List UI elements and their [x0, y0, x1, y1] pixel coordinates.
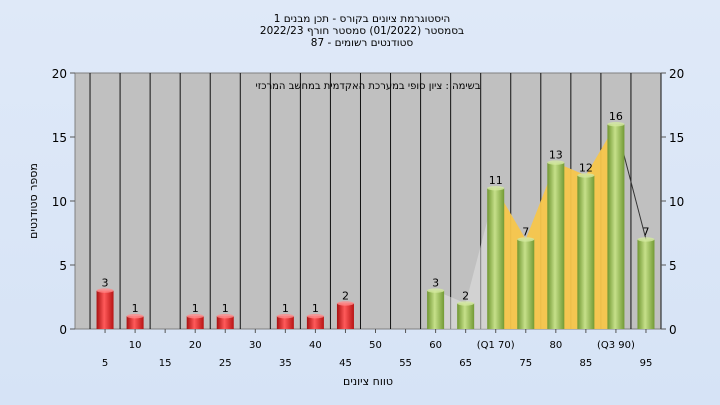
y-tick-label: 10 — [52, 195, 67, 209]
bar-cap — [126, 314, 144, 319]
x-tick-label: 20 — [189, 340, 202, 351]
y-tick-label-right: 10 — [669, 195, 684, 209]
bar-value-label: 7 — [522, 225, 529, 238]
y-tick-label: 20 — [52, 67, 67, 81]
bar-cap — [457, 301, 475, 306]
x-tick-label: 30 — [249, 340, 262, 351]
chart-annotation: בשימה : ציון סופי במערכת האקדמית במחשב ה… — [256, 81, 481, 92]
bar — [336, 303, 354, 329]
bar — [306, 316, 324, 329]
y-axis-label: מספר סטודנטים — [27, 163, 40, 239]
bar-value-label: 16 — [609, 110, 623, 123]
y-tick-label: 5 — [59, 259, 67, 273]
bar-cap — [487, 186, 505, 191]
x-tick-label: 55 — [399, 358, 412, 369]
bar — [547, 162, 565, 329]
bar-value-label: 7 — [642, 225, 649, 238]
bar — [607, 124, 625, 329]
bar-value-label: 3 — [432, 277, 439, 290]
bar — [186, 316, 204, 329]
bar-value-label: 11 — [489, 174, 503, 187]
x-tick-label: 95 — [640, 358, 653, 369]
y-tick-label-right: 20 — [669, 67, 684, 81]
bar-cap — [336, 301, 354, 306]
bar — [126, 316, 144, 329]
bar — [517, 239, 535, 329]
bar-cap — [306, 314, 324, 319]
x-tick-label: 75 — [519, 358, 532, 369]
x-tick-label: 15 — [159, 358, 172, 369]
y-tick-label-right: 5 — [669, 259, 677, 273]
y-tick-label-right: 15 — [669, 131, 684, 145]
bar-value-label: 12 — [579, 161, 593, 174]
lead-in-area — [435, 188, 496, 329]
bar — [577, 175, 595, 329]
x-tick-label: 60 — [429, 340, 442, 351]
bar-value-label: 2 — [462, 289, 469, 302]
y-tick-label-right: 0 — [669, 323, 677, 337]
x-tick-label: 65 — [459, 358, 472, 369]
bar-value-label: 1 — [192, 302, 199, 315]
y-tick-label: 0 — [59, 323, 67, 337]
bar-value-label: 1 — [132, 302, 139, 315]
x-tick-label: 45 — [339, 358, 352, 369]
x-tick-label: 25 — [219, 358, 232, 369]
bar-value-label: 1 — [282, 302, 289, 315]
bar — [96, 290, 114, 329]
bar-cap — [577, 173, 595, 178]
bar — [637, 239, 655, 329]
y-tick-label: 15 — [52, 131, 67, 145]
bar-cap — [96, 288, 114, 293]
x-tick-label: 10 — [129, 340, 142, 351]
bar-value-label: 1 — [312, 302, 319, 315]
x-tick-label: 50 — [369, 340, 382, 351]
chart-title-line-1: היסטוגרמת ציונים בקורס - תכן מבנים 1 — [274, 13, 451, 25]
bar-value-label: 3 — [102, 277, 109, 290]
bar-value-label: 1 — [222, 302, 229, 315]
bar-cap — [637, 237, 655, 242]
x-tick-label: (Q1 70) — [477, 340, 515, 351]
bar — [216, 316, 234, 329]
x-tick-label: (Q3 90) — [597, 340, 635, 351]
chart-title-line-3: סטודנטים רשומים - 87 — [311, 37, 414, 49]
bar-cap — [427, 288, 445, 293]
bar-cap — [276, 314, 294, 319]
bar — [276, 316, 294, 329]
bar-cap — [517, 237, 535, 242]
bar-cap — [547, 160, 565, 165]
chart-title-line-2: בסמסטר (01/2022) סמסטר חורף 2022/23 — [260, 25, 464, 37]
bar-cap — [186, 314, 204, 319]
bar-value-label: 13 — [549, 149, 563, 162]
bar-value-label: 2 — [342, 289, 349, 302]
x-tick-label: 85 — [580, 358, 593, 369]
x-tick-label: 35 — [279, 358, 292, 369]
x-axis-label: טווח ציונים — [343, 375, 393, 388]
bar-cap — [607, 122, 625, 127]
bar — [427, 290, 445, 329]
x-tick-label: 80 — [549, 340, 562, 351]
x-tick-label: 5 — [102, 358, 108, 369]
x-tick-label: 40 — [309, 340, 322, 351]
bar-cap — [216, 314, 234, 319]
bar — [457, 303, 475, 329]
bar — [487, 188, 505, 329]
